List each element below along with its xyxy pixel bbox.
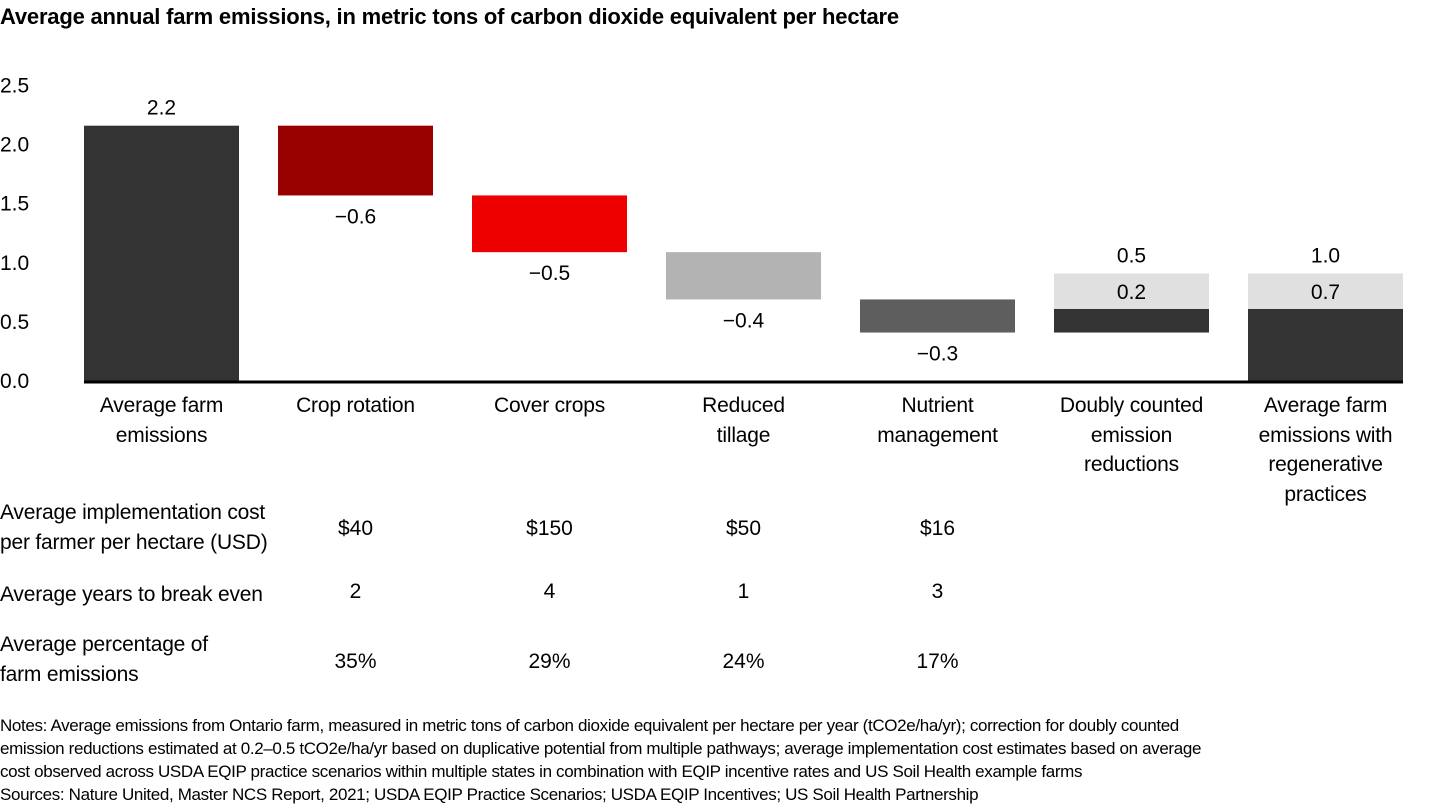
data-label: −0.4: [723, 309, 765, 332]
y-tick-label: 1.0: [0, 252, 29, 275]
y-tick-label: 0.5: [0, 311, 29, 334]
category-label: Average farm emissions: [99, 394, 224, 447]
bar-segment: [84, 125, 239, 381]
table-cell: 4: [543, 580, 556, 603]
bar-segment: [472, 195, 627, 253]
notes-line: Notes: Average emissions from Ontario fa…: [0, 716, 1179, 735]
table-cell: 2: [349, 580, 362, 603]
table-cell: 35%: [334, 650, 377, 673]
row-label-percentage: Average percentage of farm emissions: [0, 633, 208, 686]
table-cell: 29%: [528, 650, 571, 673]
bar-segment: [860, 299, 1015, 333]
table-cell: $16: [919, 517, 956, 540]
y-tick-label: 0.0: [0, 370, 29, 393]
table-cell: 1: [737, 580, 750, 603]
category-label: Crop rotation: [296, 394, 415, 417]
category-label: Nutrient management: [877, 394, 998, 447]
bar-segment: [1054, 308, 1209, 333]
bar-segment: [1248, 308, 1403, 381]
data-label: −0.6: [335, 205, 376, 228]
table-cell: $50: [725, 517, 762, 540]
category-label: Average farm emissions with regenerative…: [1258, 394, 1393, 506]
data-label: 1.0: [1311, 244, 1340, 267]
table-cell: 17%: [916, 650, 959, 673]
category-label: Doubly counted emission reductions: [1059, 394, 1204, 476]
bar-segment: [666, 252, 821, 300]
bar-segment: [278, 125, 433, 196]
notes: Notes: Average emissions from Ontario fa…: [0, 714, 1440, 806]
row-label-cost: Average implementation cost per farmer p…: [0, 501, 268, 554]
table-cell: $40: [337, 517, 374, 540]
row-label-break-even: Average years to break even: [0, 583, 263, 606]
y-tick-label: 2.5: [0, 75, 29, 98]
table-cell: 24%: [722, 650, 765, 673]
waterfall-chart: 0.0 0.5 1.0 1.5 2.0 2.5 2.2 −0.6 −0.5 −0.4 −0.3 0.2…: [0, 75, 1403, 393]
data-label: 2.2: [147, 97, 176, 120]
category-label: Cover crops: [493, 394, 605, 417]
notes-line: emission reductions estimated at 0.2–0.5…: [0, 739, 1202, 758]
category-label: Reduced tillage: [702, 394, 785, 447]
data-label: −0.5: [529, 262, 570, 285]
data-label: −0.3: [917, 343, 958, 366]
bar-segment: [1054, 273, 1209, 309]
bar-segment: [1248, 273, 1403, 309]
chart-title: Average annual farm emissions, in metric…: [0, 4, 899, 29]
y-tick-label: 1.5: [0, 193, 29, 216]
y-tick-label: 2.0: [0, 134, 29, 157]
notes-line: cost observed across USDA EQIP practice …: [0, 762, 1083, 781]
data-label: 0.7: [1311, 281, 1340, 304]
table-cell: 3: [931, 580, 944, 603]
sources-line: Sources: Nature United, Master NCS Repor…: [0, 785, 979, 804]
table-cell: $150: [526, 517, 573, 540]
data-label: 0.2: [1117, 281, 1146, 304]
data-label: 0.5: [1117, 244, 1146, 267]
